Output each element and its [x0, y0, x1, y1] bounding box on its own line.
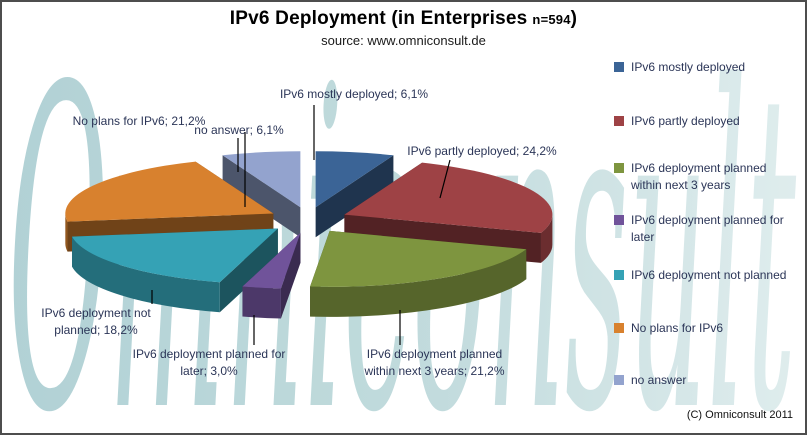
pie-slice-2-top	[310, 230, 527, 287]
slice-label-no-answer: no answer; 6,1%	[194, 123, 284, 137]
pie-slice-5-top	[65, 161, 274, 222]
slice-label-planned-3-years: IPv6 deployment planned within next 3 ye…	[364, 347, 505, 379]
legend-swatch-planned-later	[614, 215, 624, 225]
legend-swatch-not-planned	[614, 270, 624, 280]
legend-item-planned-3-years: IPv6 deployment planned within next 3 ye…	[614, 160, 790, 195]
legend-item-no-plans: No plans for IPv6	[614, 320, 790, 337]
pie-slice-0-cut-face	[315, 155, 394, 238]
pie-slice-5-outer-wall	[65, 213, 68, 252]
legend-label: IPv6 deployment planned within next 3 ye…	[631, 161, 767, 193]
legend-item-not-planned: IPv6 deployment not planned	[614, 267, 790, 284]
copyright-notice: (C) Omniconsult 2011	[686, 409, 793, 421]
title-main: IPv6 Deployment (in Enterprises	[229, 8, 528, 29]
legend-label: IPv6 deployment not planned	[631, 268, 787, 282]
leader-line	[439, 159, 451, 199]
legend-item-partly-deployed: IPv6 partly deployed	[614, 113, 790, 130]
pie-slice-6-cut-face	[222, 155, 301, 238]
pie-slice-1-top	[344, 162, 553, 233]
page-title: IPv6 Deployment (in Enterprises n=594)	[2, 8, 805, 30]
pie-slice-2-outer-wall	[310, 249, 527, 317]
legend-label: IPv6 mostly deployed	[631, 60, 746, 74]
legend-swatch-planned-3-years	[614, 163, 624, 173]
legend-label: IPv6 partly deployed	[631, 114, 740, 128]
legend-item-mostly-deployed: IPv6 mostly deployed	[614, 59, 790, 76]
pie-slice-0-top	[315, 151, 394, 208]
pie-slice-3-outer-wall	[242, 286, 281, 319]
pie-slice-4-outer-wall	[71, 236, 220, 313]
legend-swatch-no-plans	[614, 323, 624, 333]
chart-source: source: www.omniconsult.de	[321, 33, 486, 48]
slice-label-mostly-deployed: IPv6 mostly deployed; 6,1%	[279, 87, 429, 101]
legend-swatch-no-answer	[614, 375, 624, 385]
legend-item-planned-later: IPv6 deployment planned for later	[614, 212, 790, 247]
legend-item-no-answer: no answer	[614, 372, 790, 389]
slice-label-no-plans: No plans for IPv6; 21,2%	[72, 114, 206, 128]
legend: IPv6 mostly deployed IPv6 partly deploye…	[614, 2, 796, 433]
pie-slice-1-outer-wall	[540, 214, 553, 263]
legend-label: no answer	[631, 373, 687, 387]
slice-label-partly-deployed: IPv6 partly deployed; 24,2%	[407, 144, 557, 158]
legend-swatch-mostly-deployed	[614, 62, 624, 72]
slice-label-planned-later: IPv6 deployment planned for later; 3,0%	[132, 347, 286, 379]
pie-slice-6-top	[222, 151, 301, 208]
slice-label-not-planned: IPv6 deployment not planned; 18,2%	[41, 306, 151, 338]
legend-label: IPv6 deployment planned for later	[631, 213, 784, 245]
pie-slice-3-top	[242, 232, 301, 289]
legend-label: No plans for IPv6	[631, 321, 724, 335]
header: IPv6 Deployment (in Enterprises n=594) so…	[2, 8, 805, 48]
pie-slice-4-top	[71, 228, 278, 283]
legend-swatch-partly-deployed	[614, 116, 624, 126]
title-sample-size: n=594	[532, 12, 571, 27]
title-close: )	[570, 8, 578, 29]
